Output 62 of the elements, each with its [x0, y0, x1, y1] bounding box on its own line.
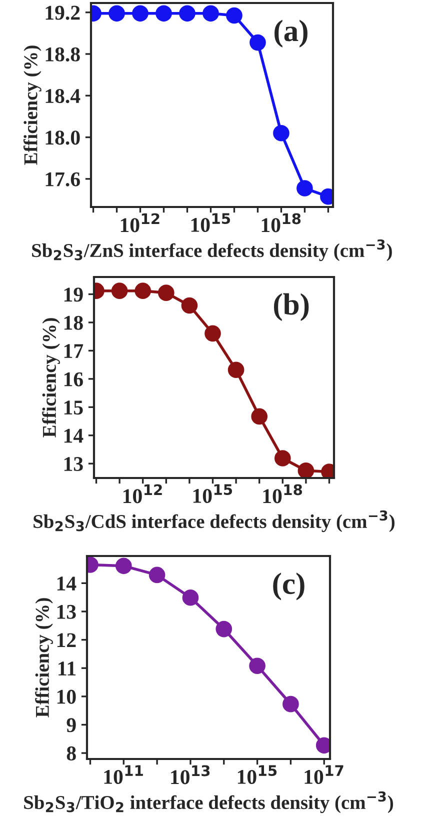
y-axis-title: Efficiency (%): [23, 46, 42, 165]
x-tick-label: 10$^{17}$: [304, 765, 344, 784]
point: [202, 5, 219, 22]
point: [228, 362, 244, 378]
y-axis-title: Efficiency (%): [35, 598, 53, 718]
point: [132, 5, 148, 22]
point: [134, 282, 152, 299]
point: [158, 284, 174, 301]
point: [296, 180, 313, 196]
x-tick-label: 10$^{15}$: [238, 765, 277, 784]
x-tick-label: 10$^{13}$: [171, 765, 210, 784]
point: [273, 124, 290, 142]
text: Sb$_{2}$S$_{3}$/TiO$_{2}$ interface defects density (cm$^{−3}$): [24, 791, 394, 814]
y-tick-label: 18.8: [46, 47, 80, 62]
point: [115, 558, 132, 574]
x-tick-label: 10$^{15}$: [193, 484, 232, 503]
x-tick-label: 10$^{12}$: [120, 213, 160, 232]
y-tick-label: 15: [64, 400, 83, 415]
point: [282, 696, 299, 712]
point: [148, 566, 166, 584]
x-tick-label: 10$^{15}$: [191, 213, 230, 232]
annotation: (b): [274, 293, 309, 322]
annotation: (a): [274, 20, 308, 48]
annotation: (c): [273, 572, 304, 600]
point: [111, 282, 128, 299]
y-tick-label: 18: [64, 316, 83, 330]
point: [250, 34, 266, 51]
point: [226, 7, 242, 24]
x-tick-label: 10$^{11}$: [104, 765, 143, 784]
point: [251, 408, 268, 425]
x-tick-label: 10$^{18}$: [263, 484, 302, 504]
y-tick-label: 13: [57, 604, 76, 619]
point: [181, 297, 198, 314]
y-tick-label: 18.4: [46, 89, 80, 104]
y-tick-label: 11: [58, 662, 76, 676]
y-tick-label: 14: [57, 576, 76, 590]
x-tick-label: 10$^{18}$: [262, 213, 301, 232]
point: [156, 5, 172, 22]
x-axis-title: Sb$_{2}$S$_{3}$/ZnS interface defects density (cm$^{−3}$): [32, 239, 392, 262]
point: [298, 462, 314, 478]
y-tick-label: 19: [64, 288, 83, 302]
y-tick-label: 12: [57, 633, 76, 648]
x-tick-label: 10$^{12}$: [123, 484, 162, 504]
point: [179, 5, 196, 22]
y-tick-label: 18.0: [46, 130, 80, 145]
y-axis-title: Efficiency (%): [42, 318, 60, 438]
point: [204, 325, 221, 342]
y-tick-label: 13: [64, 457, 83, 472]
y-tick-label: 8: [66, 746, 76, 760]
point: [108, 5, 125, 22]
y-tick-label: 10: [57, 690, 76, 704]
y-tick-label: 19.2: [46, 6, 80, 20]
y-tick-label: 9: [66, 718, 76, 732]
y-tick-label: 16: [64, 372, 83, 386]
y-tick-label: 17: [64, 344, 84, 358]
point: [274, 450, 291, 466]
point: [216, 620, 232, 638]
x-axis-title: Sb$_{2}$S$_{3}$/CdS interface defects density (cm$^{−3}$): [34, 510, 394, 532]
y-tick-label: 14: [64, 428, 84, 443]
point: [182, 589, 199, 606]
y-tick-label: 17.6: [46, 172, 80, 186]
point: [249, 658, 266, 674]
